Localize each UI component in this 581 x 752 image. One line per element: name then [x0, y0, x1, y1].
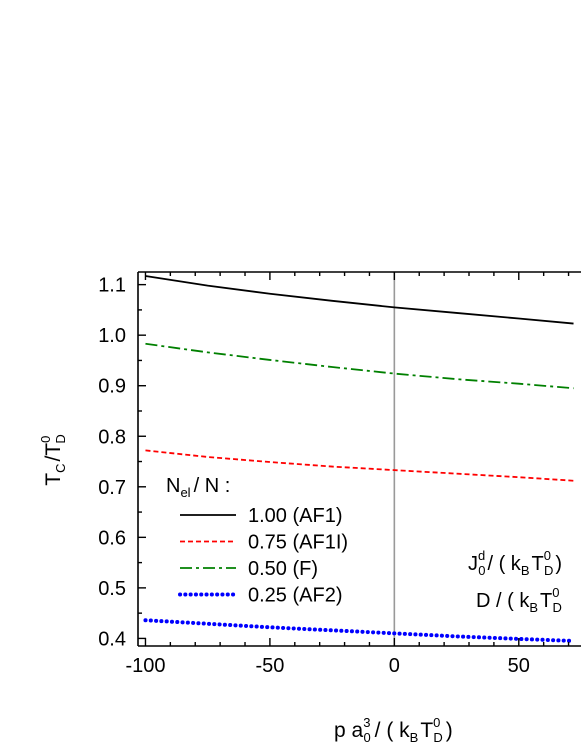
legend: Nel / N : 1.00 (AF1) 0.75 (AF1I) 0.50 (F) 0.…	[166, 475, 348, 607]
ticks-layer	[138, 272, 570, 646]
y-axis-label-b-sup: 0	[38, 436, 53, 443]
series-line-1	[145, 275, 574, 325]
legend-label-2: 0.75 (AF1I)	[248, 532, 348, 554]
annotation-2-a-sub: B	[529, 600, 538, 615]
annotation-2-b-sup: 0	[552, 585, 559, 600]
annotation-coupling: Jd 0/ ( kB T0 D)	[468, 548, 562, 578]
y-tick-label: 1.0	[98, 325, 126, 347]
series-layer	[143, 275, 576, 643]
annotation-1-a-sup: d	[478, 548, 485, 563]
legend-title-rest: / N :	[194, 475, 231, 497]
y-axis-label-a: T	[42, 473, 65, 486]
y-tick-label: 0.9	[98, 376, 126, 398]
y-tick-label: 0.4	[98, 628, 126, 650]
series-line-4	[143, 618, 576, 643]
y-tick-label: 0.6	[98, 527, 126, 549]
x-axis-label-b: / ( k	[375, 719, 410, 742]
x-axis-label-a-sup: 3	[363, 715, 370, 730]
annotation-1-d: )	[555, 553, 562, 575]
y-axis-label-a-sub: C	[53, 464, 68, 473]
legend-title-main: N	[166, 475, 180, 497]
legend-label-1: 1.00 (AF1)	[248, 505, 342, 527]
annotation-1-c-sup: 0	[544, 548, 551, 563]
y-tick-label: 1.1	[98, 275, 126, 297]
y-tick-label: 0.7	[98, 477, 126, 499]
annotation-2-b-sub: D	[552, 600, 561, 615]
annotation-1-a: J	[468, 553, 478, 575]
x-axis-label-a-sub: 0	[363, 730, 370, 745]
y-axis-label-b-sub: D	[53, 434, 68, 443]
annotation-2-b: T	[540, 590, 552, 612]
annotation-1-c: T	[531, 553, 543, 575]
axes	[137, 271, 581, 647]
tick-labels-layer: -100 -50 0 50 0.4 0.5 0.6 0.7 0.8 0.9 1.0 1.1	[98, 275, 530, 677]
x-axis-label-c: T	[420, 719, 433, 742]
y-tick-label: 0.5	[98, 578, 126, 600]
x-tick-label: -100	[125, 655, 165, 677]
x-axis-label-d: )	[446, 719, 453, 742]
legend-label-3: 0.50 (F)	[248, 558, 318, 580]
y-axis-label: TC/T0D	[38, 434, 68, 486]
x-axis-label-a: p a	[334, 719, 364, 742]
series-line-2	[145, 449, 574, 482]
y-tick-label: 0.8	[98, 426, 126, 448]
annotation-1-b: / ( k	[487, 553, 521, 575]
annotation-1-c-sub: D	[544, 563, 553, 578]
annotation-anisotropy: D / ( kB T0 D	[476, 585, 562, 615]
x-tick-label: -50	[255, 655, 284, 677]
series-line-3	[145, 342, 574, 390]
x-axis-label: p a3 0/ ( kBT0 D)	[334, 715, 453, 745]
annotation-2-a: D / ( k	[476, 590, 530, 612]
annotation-1-b-sub: B	[521, 563, 530, 578]
x-tick-label: 0	[389, 655, 400, 677]
legend-label-4: 0.25 (AF2)	[248, 585, 342, 607]
x-axis-label-b-sub: B	[410, 730, 419, 745]
legend-title: Nel / N :	[166, 475, 230, 500]
x-axis-label-c-sup: 0	[433, 715, 440, 730]
annotation-1-a-sub: 0	[478, 563, 485, 578]
x-tick-label: 50	[508, 655, 530, 677]
y-axis-label-b: /T	[42, 443, 65, 462]
x-axis-label-c-sub: D	[433, 730, 442, 745]
legend-title-sub: el	[180, 485, 190, 500]
